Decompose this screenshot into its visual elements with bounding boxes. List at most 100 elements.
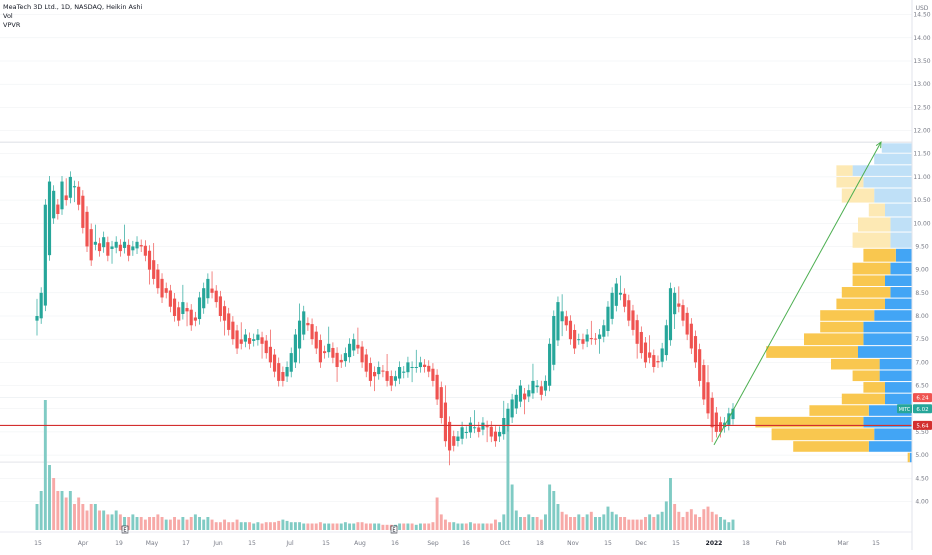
volume-profile-down-bar — [874, 428, 912, 441]
volume-bar — [235, 519, 239, 530]
candle-body — [564, 316, 568, 326]
time-tick-label: 16 — [462, 540, 470, 547]
candle-body — [623, 293, 627, 307]
volume-profile-up-bar — [852, 370, 880, 382]
volume-bar — [185, 519, 189, 530]
candle-body — [714, 412, 718, 432]
volume-bar — [381, 524, 385, 530]
volume-bar — [639, 519, 643, 530]
volume-bar — [719, 517, 722, 530]
candle-body — [39, 292, 43, 319]
volume-bar — [702, 509, 706, 530]
volume-profile-up-bar — [820, 321, 864, 333]
volume-bar — [468, 522, 472, 530]
candle-body — [214, 290, 218, 303]
volume-profile-up-bar — [852, 262, 891, 275]
volume-bar — [464, 523, 468, 530]
price-tick-label: 13.00 — [913, 81, 930, 88]
candle-body — [143, 245, 147, 256]
volume-bar — [35, 504, 39, 530]
candle-body — [160, 278, 164, 298]
volume-bar — [485, 523, 489, 530]
candle-body — [393, 376, 398, 381]
earnings-marker-box — [121, 525, 129, 534]
price-tick-label: 8.00 — [915, 313, 929, 320]
projection-arrow-line — [713, 141, 882, 446]
volume-profile-up-bar — [841, 188, 875, 203]
candle-body — [689, 323, 693, 349]
volume-profile-down-bar — [879, 370, 912, 382]
volume-bar — [210, 519, 214, 530]
volume-bar — [298, 522, 302, 530]
candle-body — [364, 354, 368, 372]
legend-vol: Vol — [3, 12, 13, 20]
price-tick-label: 4.50 — [915, 475, 929, 482]
volume-bar — [573, 517, 577, 530]
volume-bar — [39, 491, 43, 530]
candle-body — [423, 364, 427, 367]
volume-profile-down-bar — [863, 416, 912, 428]
time-tick-label: 15 — [248, 540, 256, 547]
volume-bar — [627, 519, 631, 530]
candle-body — [427, 365, 431, 372]
volume-bar — [648, 514, 652, 530]
price-tick-label: 12.50 — [913, 104, 930, 111]
ticker-badge-label: MITC — [899, 407, 911, 413]
volume-profile-down-bar — [890, 287, 912, 298]
candle-body — [418, 362, 423, 368]
candle-body — [56, 204, 60, 214]
volume-bar — [610, 511, 614, 530]
candle-body — [247, 338, 252, 344]
price-tick-label: 11.50 — [913, 151, 930, 158]
candle-body — [448, 421, 452, 451]
time-tick-label: 18 — [742, 540, 750, 547]
candle-body — [181, 302, 185, 314]
volume-bar — [585, 514, 589, 530]
earnings-marker-box — [390, 525, 398, 534]
volume-bar — [581, 517, 585, 530]
volume-bar — [177, 519, 181, 530]
volume-bar — [514, 510, 518, 530]
candle-body — [193, 317, 197, 321]
time-tick-label: 2022 — [706, 540, 723, 547]
price-tick-label: 14.00 — [913, 35, 930, 42]
volume-bar — [214, 522, 218, 530]
time-tick-label: 18 — [536, 540, 544, 547]
volume-bar — [406, 523, 410, 530]
volume-bar — [281, 519, 285, 530]
candle-body — [277, 363, 281, 381]
volume-bar — [714, 514, 718, 530]
volume-profile-up-bar — [820, 310, 875, 321]
candle-body — [477, 427, 481, 432]
candle-body — [122, 241, 127, 248]
candle-body — [268, 346, 272, 363]
volume-bars — [35, 400, 735, 530]
price-tick-label: 7.00 — [915, 359, 929, 366]
price-badge-current — [913, 404, 932, 414]
candle-body — [656, 361, 660, 363]
volume-profile-up-bar — [841, 393, 885, 405]
volume-bar — [623, 517, 627, 530]
time-tick-label: 15 — [672, 540, 680, 547]
volume-bar — [564, 514, 568, 530]
volume-bar — [652, 517, 656, 530]
candle-body — [293, 334, 297, 363]
volume-bar — [106, 514, 110, 530]
candle-body — [285, 367, 289, 377]
candle-body — [489, 426, 493, 437]
candle-body — [347, 343, 352, 358]
volume-bar — [273, 522, 277, 530]
volume-bar — [427, 523, 431, 530]
candle-body — [185, 308, 189, 312]
volume-bar — [602, 514, 606, 530]
candle-body — [518, 385, 523, 402]
time-tick-label: May — [146, 540, 159, 547]
volume-profile-up-bar — [771, 428, 875, 441]
projection-arrow-head — [875, 141, 882, 149]
volume-bar — [589, 511, 593, 530]
price-badge-last-label: 6.24 — [916, 396, 929, 402]
candle-body — [535, 385, 539, 388]
candle-body — [631, 310, 635, 330]
